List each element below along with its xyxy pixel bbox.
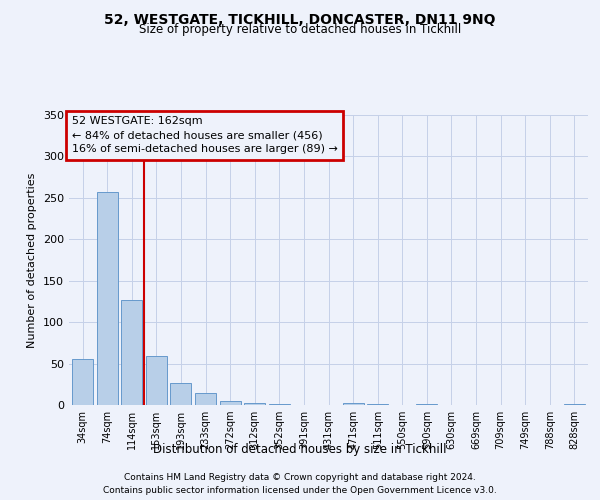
Bar	[416, 404, 437, 405]
Bar	[170, 382, 191, 405]
Y-axis label: Number of detached properties: Number of detached properties	[28, 172, 37, 348]
Bar	[146, 356, 167, 405]
Bar	[97, 192, 118, 405]
Bar	[367, 404, 388, 405]
Bar	[72, 360, 93, 405]
Text: Size of property relative to detached houses in Tickhill: Size of property relative to detached ho…	[139, 22, 461, 36]
Bar	[121, 300, 142, 405]
Bar	[343, 404, 364, 405]
Text: Contains HM Land Registry data © Crown copyright and database right 2024.: Contains HM Land Registry data © Crown c…	[124, 472, 476, 482]
Bar	[220, 401, 241, 405]
Bar	[564, 404, 585, 405]
Text: 52, WESTGATE, TICKHILL, DONCASTER, DN11 9NQ: 52, WESTGATE, TICKHILL, DONCASTER, DN11 …	[104, 12, 496, 26]
Text: Contains public sector information licensed under the Open Government Licence v3: Contains public sector information licen…	[103, 486, 497, 495]
Bar	[195, 394, 216, 405]
Text: Distribution of detached houses by size in Tickhill: Distribution of detached houses by size …	[153, 442, 447, 456]
Bar	[244, 404, 265, 405]
Bar	[269, 404, 290, 405]
Text: 52 WESTGATE: 162sqm
← 84% of detached houses are smaller (456)
16% of semi-detac: 52 WESTGATE: 162sqm ← 84% of detached ho…	[71, 116, 337, 154]
